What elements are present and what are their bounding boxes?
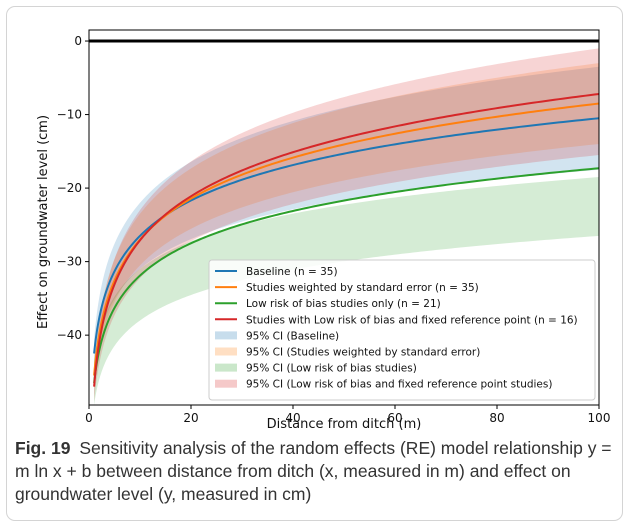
plot-frame xyxy=(88,29,600,406)
axes: 0 20 40 60 80 100 0 −10 −20 −30 −40 xyxy=(57,29,611,425)
x-axis-label: Distance from ditch (m) xyxy=(267,417,422,432)
x-tick-label: 80 xyxy=(489,411,504,425)
x-tick-label: 20 xyxy=(183,411,198,425)
series-line-1 xyxy=(93,117,600,354)
y-tick-label: −30 xyxy=(57,255,82,269)
legend-box xyxy=(208,259,596,401)
ci-band-3 xyxy=(94,177,599,405)
y-tick-label: −10 xyxy=(57,108,82,122)
figure-label: Fig. 19 xyxy=(15,438,71,458)
legend-entry-label: Studies with Low risk of bias and fixed … xyxy=(246,314,578,326)
x-tick-label: 0 xyxy=(85,411,93,425)
legend-band-swatch xyxy=(215,331,237,340)
ci-band-1 xyxy=(94,66,599,369)
legend-entry-label: 95% CI (Low risk of bias and fixed refer… xyxy=(246,379,552,391)
x-tick-label: 40 xyxy=(285,411,300,425)
x-tick-label: 60 xyxy=(387,411,402,425)
legend-band-swatch xyxy=(215,379,237,388)
series-line-4 xyxy=(93,92,600,387)
caption-text: Sensitivity analysis of the random effec… xyxy=(15,438,612,504)
series-lines xyxy=(89,39,600,387)
series-line-3 xyxy=(93,167,600,384)
legend-band-swatch xyxy=(215,363,237,372)
legend-entry-label: Low risk of bias studies only (n = 21) xyxy=(246,298,441,310)
legend-entry-label: Studies weighted by standard error (n = … xyxy=(246,282,479,294)
legend-entry-label: 95% CI (Low risk of bias studies) xyxy=(246,363,417,375)
ci-bands xyxy=(94,48,599,405)
y-axis-label: Effect on groundwater level (cm) xyxy=(36,115,51,329)
legend: Baseline (n = 35) Studies weighted by sta… xyxy=(208,259,596,401)
series-line-2 xyxy=(93,102,600,376)
legend-entry-label: 95% CI (Baseline) xyxy=(246,330,339,342)
figure-caption: Fig. 19 Sensitivity analysis of the rand… xyxy=(15,437,619,506)
legend-entry-label: Baseline (n = 35) xyxy=(246,266,338,278)
y-tick-label: −40 xyxy=(57,328,82,342)
x-tick-label: 100 xyxy=(588,411,611,425)
legend-entry-label: 95% CI (Studies weighted by standard err… xyxy=(246,347,480,359)
ci-band-4 xyxy=(94,48,599,402)
y-tick-label: 0 xyxy=(74,34,82,48)
ci-band-2 xyxy=(94,63,599,387)
legend-band-swatch xyxy=(215,347,237,356)
y-tick-label: −20 xyxy=(57,181,82,195)
